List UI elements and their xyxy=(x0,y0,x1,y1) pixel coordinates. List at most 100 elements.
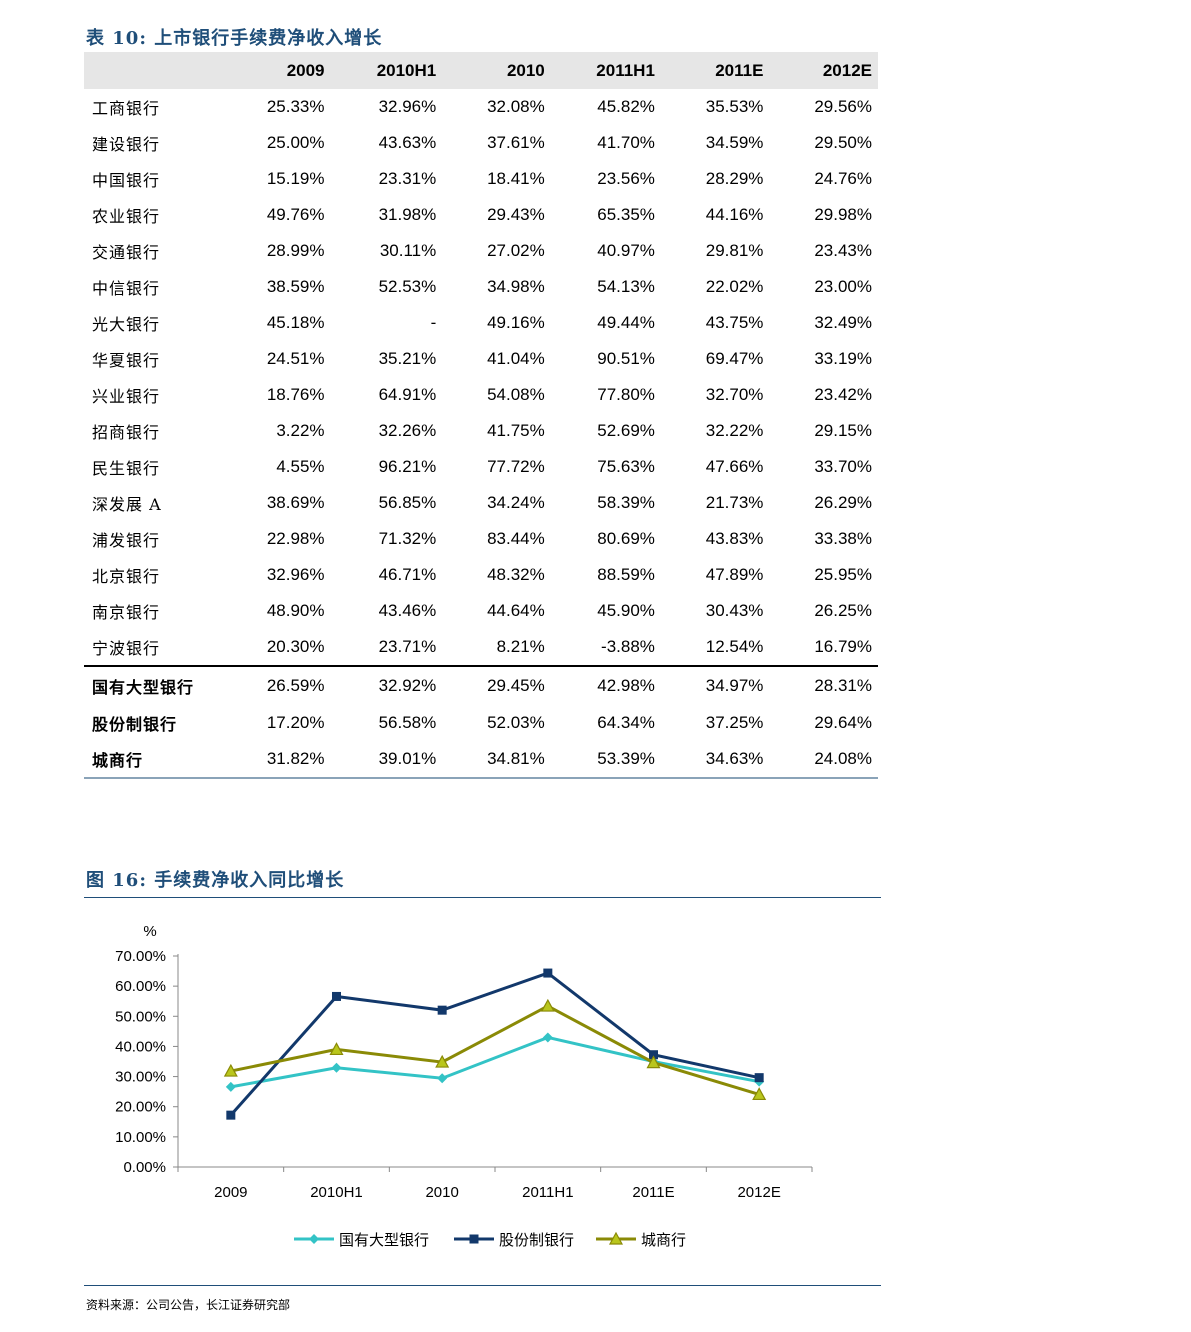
value-cell: 44.16% xyxy=(705,205,764,224)
value-cell: 53.39% xyxy=(550,741,661,779)
bank-name-cell: 国有大型银行 xyxy=(84,665,222,705)
value-cell: 41.70% xyxy=(597,133,655,152)
value-cell: 25.95% xyxy=(814,565,872,584)
value-cell: 33.38% xyxy=(814,529,872,548)
x-tick-label: 2009 xyxy=(214,1184,247,1201)
bank-name-cell: 建设银行 xyxy=(92,135,161,154)
y-tick-label: 20.00% xyxy=(115,1099,166,1116)
value-cell: 26.29% xyxy=(814,493,872,512)
table-row: 深发展 A 38.69% 56.85% 34.24% 58.39% 21.73% 26.29… xyxy=(84,485,878,521)
value-cell: 49.16% xyxy=(487,313,545,332)
value-cell: 39.01% xyxy=(330,741,443,779)
series-2-point xyxy=(649,1050,658,1060)
value-cell: 52.53% xyxy=(378,277,437,296)
column-header: 2012E xyxy=(769,52,878,89)
bank-name-cell: 宁波银行 xyxy=(92,639,161,658)
y-tick-label: 10.00% xyxy=(115,1129,166,1146)
value-cell: 52.03% xyxy=(487,713,545,732)
series-2-point xyxy=(543,968,553,978)
value-cell: 18.76% xyxy=(266,385,325,404)
series-1-point xyxy=(331,1062,342,1073)
table-summary-row: 城商行 31.82% 39.01% 34.81% 53.39% 34.63% 24.08% xyxy=(84,741,878,779)
value-cell: 58.39% xyxy=(597,493,655,512)
value-cell: 41.04% xyxy=(487,349,545,368)
y-tick-label: 70.00% xyxy=(115,948,166,965)
value-cell: 43.63% xyxy=(378,133,437,152)
value-cell: 32.22% xyxy=(705,421,764,440)
value-cell: 15.19% xyxy=(266,169,325,188)
value-cell: 64.34% xyxy=(597,713,655,732)
legend-marker xyxy=(469,1234,479,1244)
bank-name-cell: 招商银行 xyxy=(92,423,161,442)
value-cell: 32.96% xyxy=(266,565,325,584)
series-line-2 xyxy=(229,971,760,1117)
value-cell: 34.98% xyxy=(487,277,545,296)
value-cell: 32.92% xyxy=(330,665,443,705)
value-cell: 32.26% xyxy=(378,421,437,440)
value-cell: 48.32% xyxy=(487,565,545,584)
value-cell: 38.59% xyxy=(266,277,325,296)
value-cell: 31.98% xyxy=(378,205,437,224)
value-cell: 75.63% xyxy=(597,457,655,476)
bank-name-cell: 中信银行 xyxy=(92,279,161,298)
value-cell: 96.21% xyxy=(378,457,437,476)
value-cell: 26.25% xyxy=(814,601,872,620)
table-row: 招商银行 3.22% 32.26% 41.75% 52.69% 32.22% 29.15% xyxy=(84,413,878,449)
y-tick-label: 50.00% xyxy=(115,1008,166,1025)
y-tick-label: 60.00% xyxy=(115,978,166,995)
value-cell: 35.53% xyxy=(705,97,764,116)
value-cell: 23.56% xyxy=(597,169,655,188)
value-cell: 46.71% xyxy=(378,565,437,584)
value-cell: 34.59% xyxy=(705,133,764,152)
bank-name-cell: 工商银行 xyxy=(92,99,161,118)
x-tick-label: 2010 xyxy=(425,1184,458,1201)
value-cell: 48.90% xyxy=(266,601,325,620)
series-line-1 xyxy=(230,1035,760,1089)
value-cell: 54.13% xyxy=(597,277,655,296)
value-cell: 34.24% xyxy=(487,493,545,512)
series-3-point xyxy=(752,1087,767,1101)
value-cell: 37.61% xyxy=(487,133,545,152)
bank-name-cell: 中国银行 xyxy=(92,171,161,190)
value-cell: 32.70% xyxy=(705,385,764,404)
value-cell: 34.97% xyxy=(660,665,770,705)
value-cell: 8.21% xyxy=(496,637,545,656)
value-cell: 54.08% xyxy=(487,385,545,404)
bank-name-cell: 民生银行 xyxy=(92,459,161,478)
table-row: 工商银行 25.33% 32.96% 32.08% 45.82% 35.53% 29.56% xyxy=(84,89,878,125)
value-cell: 40.97% xyxy=(597,241,655,260)
x-tick-label: 2012E xyxy=(737,1184,780,1201)
series-1-point xyxy=(437,1073,448,1084)
table-row: 中国银行 15.19% 23.31% 18.41% 23.56% 28.29% 24.76% xyxy=(84,161,878,197)
value-cell: 88.59% xyxy=(597,565,655,584)
table-summary-row: 国有大型银行 26.59% 32.92% 29.45% 42.98% 34.97% 28.3… xyxy=(84,665,878,705)
value-cell: 29.45% xyxy=(442,665,551,705)
table-row: 北京银行 32.96% 46.71% 48.32% 88.59% 47.89% 25.95% xyxy=(84,557,878,593)
value-cell: 56.85% xyxy=(378,493,437,512)
value-cell: 64.91% xyxy=(378,385,437,404)
value-cell: 23.43% xyxy=(814,241,872,260)
x-tick-label: 2010H1 xyxy=(310,1184,363,1201)
table-row: 民生银行 4.55% 96.21% 77.72% 75.63% 47.66% 33.70% xyxy=(84,449,878,485)
value-cell: 25.33% xyxy=(266,97,325,116)
column-header xyxy=(84,52,222,89)
value-cell: 4.55% xyxy=(276,457,325,476)
value-cell: 24.51% xyxy=(266,349,325,368)
value-cell: 28.99% xyxy=(266,241,325,260)
series-1-point xyxy=(542,1032,553,1043)
value-cell: 45.82% xyxy=(597,97,655,116)
value-cell: 29.43% xyxy=(487,205,545,224)
value-cell: 69.47% xyxy=(705,349,764,368)
series-3-point xyxy=(646,1055,661,1069)
value-cell: 27.02% xyxy=(487,241,545,260)
value-cell: 23.42% xyxy=(814,385,872,404)
table-row: 建设银行 25.00% 43.63% 37.61% 41.70% 34.59% 29.50% xyxy=(84,125,878,161)
table-row: 华夏银行 24.51% 35.21% 41.04% 90.51% 69.47% 33.19% xyxy=(84,341,878,377)
y-unit-label: % xyxy=(143,923,156,940)
series-2-point xyxy=(754,1073,764,1083)
fee-income-growth-table: 2009 2010H1 2010 2011H1 2011E 2012E 工商银行… xyxy=(84,52,878,779)
series-3-point xyxy=(435,1054,450,1068)
series-1-point xyxy=(225,1081,236,1092)
table-row: 兴业银行 18.76% 64.91% 54.08% 77.80% 32.70% 23.42% xyxy=(84,377,878,413)
value-cell: 24.76% xyxy=(814,169,872,188)
